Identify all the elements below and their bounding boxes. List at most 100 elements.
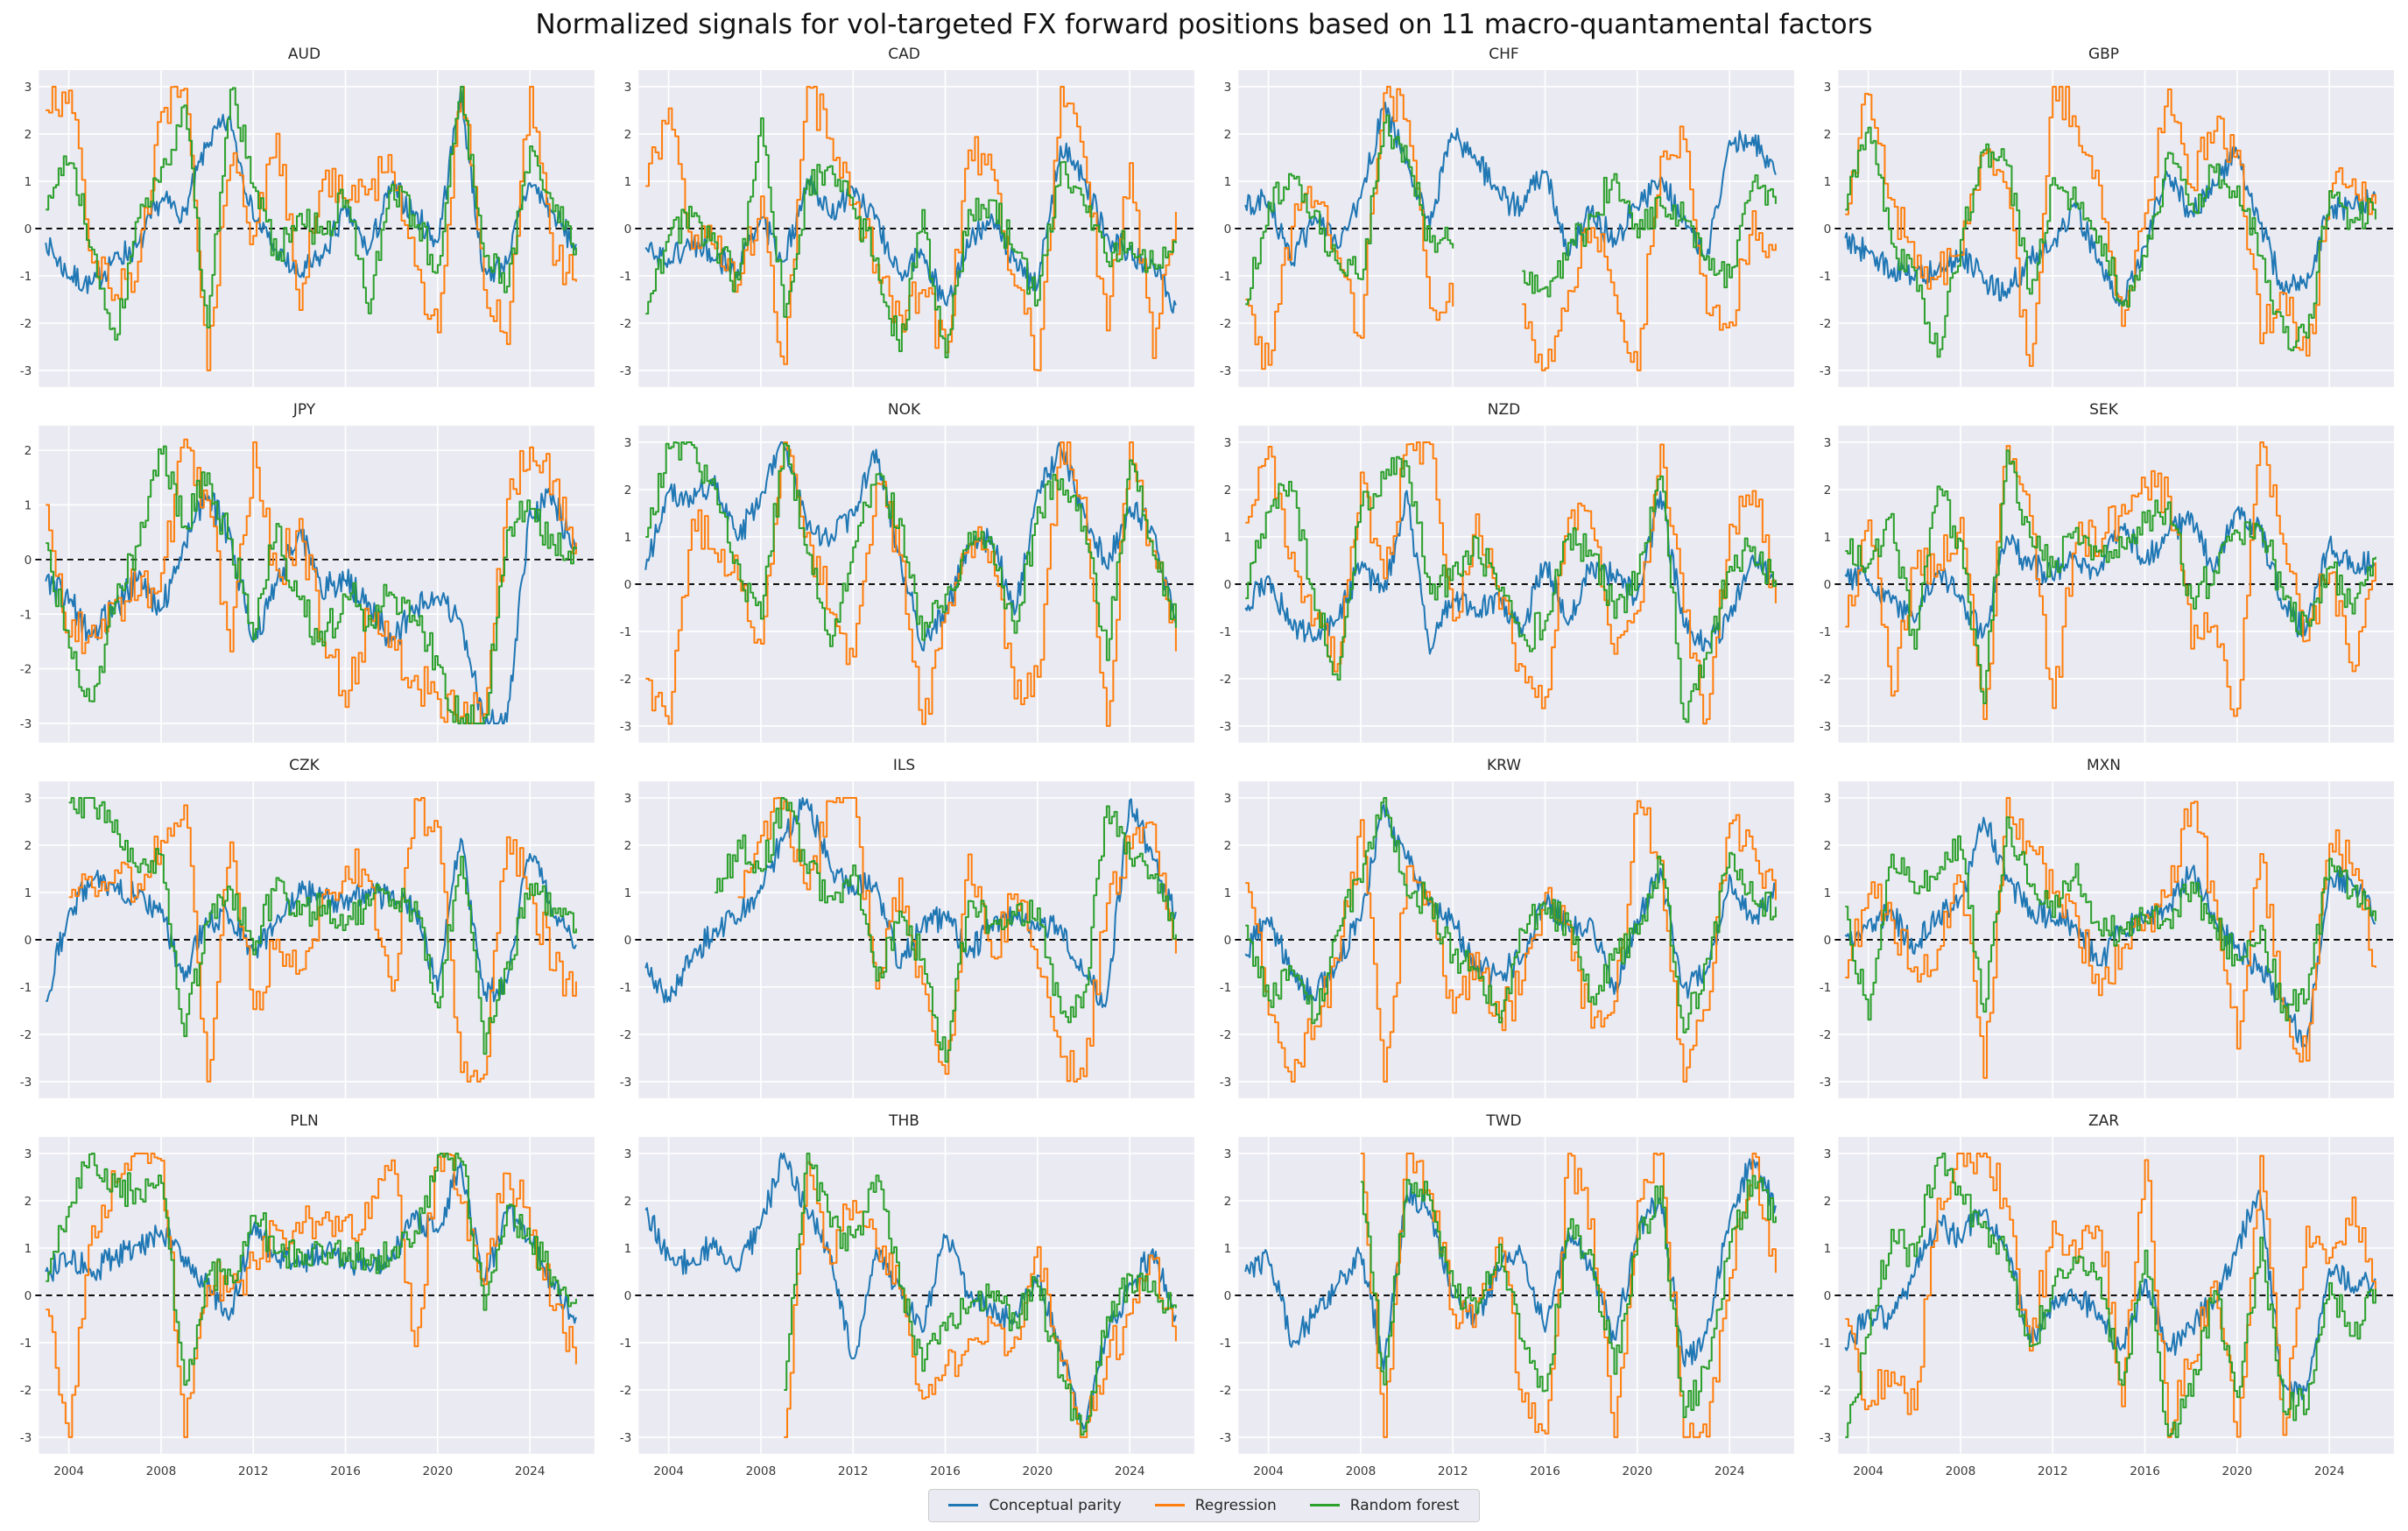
svg-text:-2: -2 <box>1220 317 1232 331</box>
subplot-CZK: CZK 3 2 1 0 -1 -2 -3 <box>7 755 602 1105</box>
svg-text:-1: -1 <box>1820 625 1832 639</box>
legend-item-random-forest: Random forest <box>1309 1496 1460 1514</box>
svg-text:-1: -1 <box>1220 1337 1232 1351</box>
series-regression <box>46 85 577 371</box>
svg-text:1: 1 <box>25 498 32 512</box>
svg-text:2: 2 <box>25 839 32 853</box>
svg-text:-2: -2 <box>620 1384 632 1398</box>
svg-text:3: 3 <box>624 436 632 450</box>
svg-text:0: 0 <box>1224 222 1232 236</box>
svg-text:0: 0 <box>1824 1289 1832 1303</box>
subplot-CHF: CHF 3 2 1 0 -1 -2 -3 <box>1207 44 1801 394</box>
svg-text:-3: -3 <box>1220 720 1232 734</box>
y-tick-labels: 3 2 1 0 -1 -2 -3 <box>620 792 632 1090</box>
x-tick-labels: 2004 2008 2012 2016 2020 2024 <box>653 1464 1144 1478</box>
line-swatch-icon <box>1154 1504 1185 1507</box>
svg-text:1: 1 <box>1224 175 1232 189</box>
svg-text:2004: 2004 <box>53 1464 84 1478</box>
svg-text:-2: -2 <box>1820 1028 1832 1042</box>
svg-text:2024: 2024 <box>1115 1464 1145 1478</box>
svg-text:2020: 2020 <box>1623 1464 1653 1478</box>
svg-text:3: 3 <box>624 81 632 95</box>
x-tick-labels: 2004 2008 2012 2016 2020 2024 <box>1253 1464 1744 1478</box>
series-conceptual-parity <box>644 1152 1177 1430</box>
series-conceptual-parity <box>1844 146 2376 307</box>
svg-text:3: 3 <box>1224 1147 1232 1161</box>
svg-text:0: 0 <box>25 1289 32 1303</box>
series-conceptual-parity <box>1844 816 2376 1048</box>
series-conceptual-parity <box>1244 1157 1777 1371</box>
subplot-title: ILS <box>892 756 916 774</box>
svg-text:3: 3 <box>1824 81 1832 95</box>
svg-text:2024: 2024 <box>2314 1464 2345 1478</box>
svg-text:2: 2 <box>1824 128 1832 142</box>
subplot-canvas: 2 1 0 -1 -2 -3 <box>20 425 598 743</box>
series-regression <box>784 1161 1177 1438</box>
svg-text:0: 0 <box>1824 934 1832 948</box>
svg-text:2004: 2004 <box>1853 1464 1883 1478</box>
y-tick-labels: 3 2 1 0 -1 -2 -3 <box>1220 436 1232 734</box>
svg-text:1: 1 <box>25 886 32 900</box>
legend: Conceptual parity Regression Random fore… <box>928 1488 1480 1522</box>
subplot-canvas: 3 2 1 0 -1 -2 -3 <box>20 780 598 1098</box>
svg-text:3: 3 <box>1824 436 1832 450</box>
x-tick-labels: 2004 2008 2012 2016 2020 2024 <box>1853 1464 2344 1478</box>
svg-text:-3: -3 <box>20 717 32 731</box>
subplot-PLN: PLN 3 2 1 0 -1 -2 -3 2004 2008 2012 2016 2020 2024 <box>7 1111 602 1484</box>
svg-text:2: 2 <box>25 444 32 458</box>
subplot-title: CAD <box>888 46 920 63</box>
svg-text:2016: 2016 <box>330 1464 361 1478</box>
svg-text:2: 2 <box>1224 839 1232 853</box>
series-regression <box>1845 85 2376 367</box>
series-conceptual-parity <box>1844 1189 2376 1401</box>
y-tick-labels: 3 2 1 0 -1 -2 -3 <box>1820 792 1832 1090</box>
svg-text:0: 0 <box>1224 1289 1232 1303</box>
series-regression <box>68 796 577 1083</box>
line-swatch-icon <box>948 1504 979 1507</box>
series-conceptual-parity <box>46 837 577 1003</box>
subplot-canvas: 3 2 1 0 -1 -2 -3 <box>620 425 1198 743</box>
series-random-forest <box>1845 449 2376 704</box>
subplot-title: PLN <box>290 1111 319 1130</box>
series-random-forest <box>46 1152 577 1386</box>
subplot-canvas: 3 2 1 0 -1 -2 -3 2004 2008 2012 2016 2020 2024 <box>1820 1136 2397 1478</box>
legend-item-regression: Regression <box>1154 1497 1277 1514</box>
svg-text:-3: -3 <box>1220 1431 1232 1445</box>
svg-text:0: 0 <box>1224 578 1232 592</box>
series-conceptual-parity <box>1244 803 1777 1003</box>
svg-text:2016: 2016 <box>930 1464 961 1478</box>
subplot-MXN: MXN 3 2 1 0 -1 -2 -3 <box>1806 755 2401 1105</box>
svg-text:-2: -2 <box>1220 673 1232 687</box>
svg-text:-2: -2 <box>20 1028 32 1042</box>
series-random-forest <box>645 117 1177 359</box>
svg-text:-2: -2 <box>20 317 32 331</box>
svg-text:2004: 2004 <box>653 1464 684 1478</box>
svg-text:1: 1 <box>1224 531 1232 545</box>
series-random-forest <box>46 85 577 341</box>
svg-text:-3: -3 <box>1820 1431 1832 1445</box>
svg-text:-2: -2 <box>1820 317 1832 331</box>
svg-text:0: 0 <box>1824 222 1832 236</box>
subplot-title: CZK <box>289 756 320 774</box>
subplot-title: GBP <box>2088 46 2120 63</box>
svg-text:3: 3 <box>25 1147 32 1161</box>
svg-text:-1: -1 <box>1820 981 1832 995</box>
svg-text:0: 0 <box>624 1289 632 1303</box>
y-tick-labels: 2 1 0 -1 -2 -3 <box>20 444 32 731</box>
svg-text:3: 3 <box>1224 792 1232 806</box>
subplot-canvas: 3 2 1 0 -1 -2 -3 2004 2008 2012 2016 2020 2024 <box>20 1136 598 1478</box>
y-tick-labels: 3 2 1 0 -1 -2 -3 <box>620 81 632 378</box>
svg-text:2: 2 <box>624 128 632 142</box>
line-swatch-icon <box>1309 1504 1340 1507</box>
svg-text:3: 3 <box>1224 81 1232 95</box>
svg-text:-1: -1 <box>620 270 632 284</box>
svg-text:-2: -2 <box>20 1384 32 1398</box>
legend-label: Random forest <box>1349 1496 1460 1514</box>
svg-text:0: 0 <box>624 578 632 592</box>
svg-text:2: 2 <box>25 128 32 142</box>
subplot-canvas: 3 2 1 0 -1 -2 -3 2004 2008 2012 2016 2020 2024 <box>620 1136 1198 1478</box>
svg-text:-3: -3 <box>1820 364 1832 378</box>
svg-text:-1: -1 <box>1820 270 1832 284</box>
series-conceptual-parity <box>1244 102 1777 267</box>
svg-text:-1: -1 <box>20 608 32 622</box>
